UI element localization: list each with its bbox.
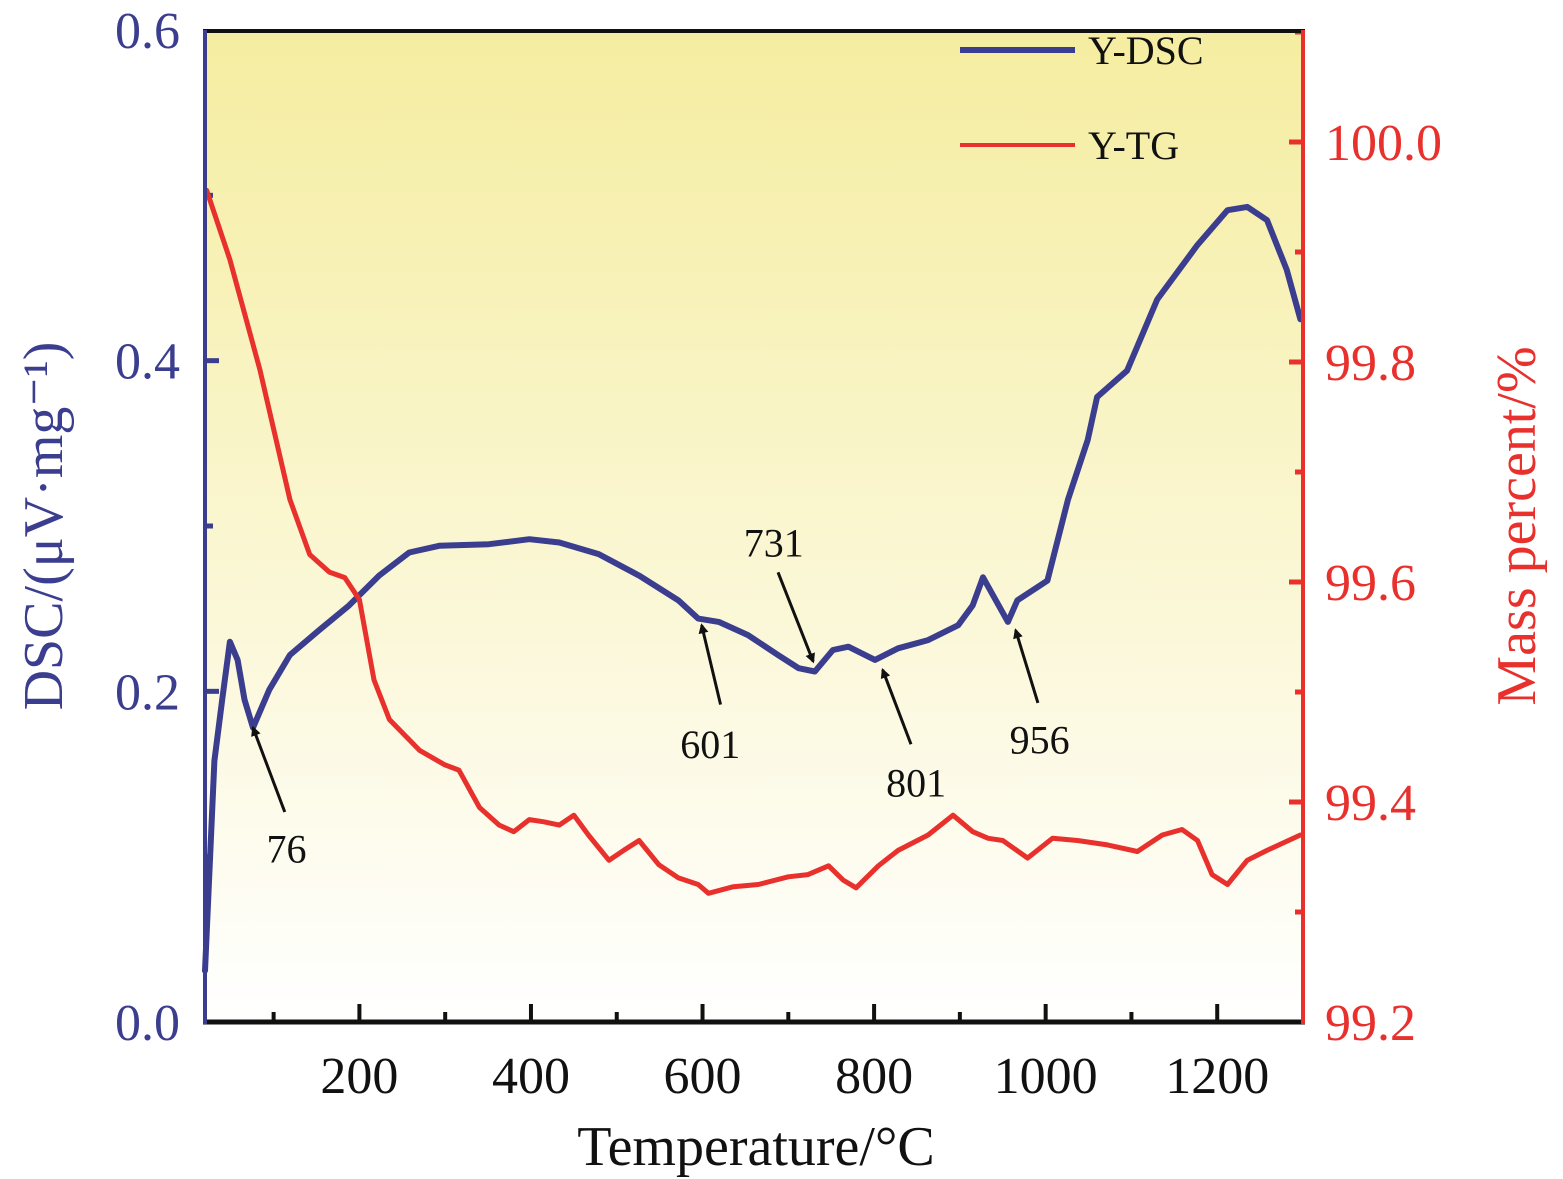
annotation-label: 956 <box>1010 717 1070 762</box>
left-y-axis-title: DSC/(μV·mg⁻¹) <box>13 342 75 711</box>
x-tick-label: 400 <box>492 1048 570 1105</box>
annotation-label: 601 <box>680 722 740 767</box>
legend-label-tg: Y-TG <box>1088 123 1179 168</box>
annotations-group: 76 601 731 801 956 <box>251 521 1070 871</box>
annotation-arrow <box>776 571 815 664</box>
left-y-tick-label: 0.4 <box>115 334 180 391</box>
left-y-tick-label: 0.2 <box>115 664 180 721</box>
tg-curve <box>204 187 1303 896</box>
left-y-tick-label: 0.6 <box>115 3 180 60</box>
right-y-axis-title: Mass percent/% <box>1486 346 1548 705</box>
annotation-label: 731 <box>744 521 804 566</box>
right-y-tick-label: 100.0 <box>1325 115 1442 172</box>
x-tick-label: 800 <box>835 1048 913 1105</box>
series-group <box>202 187 1304 974</box>
annotation-arrow <box>251 725 287 813</box>
annotation-arrow <box>880 667 913 745</box>
legend: Y-DSC Y-TG <box>960 28 1204 168</box>
left-y-tick-label: 0.0 <box>115 995 180 1052</box>
annotation-label: 801 <box>886 760 946 805</box>
right-y-tick-label: 99.8 <box>1325 335 1416 392</box>
x-tick-label: 1200 <box>1165 1048 1269 1105</box>
x-tick-label: 600 <box>664 1048 742 1105</box>
tick-labels: 200 400 600 800 1000 1200 0.0 0.2 0.4 0.6 99.2 99.4… <box>115 3 1442 1105</box>
annotation-arrow <box>698 623 723 705</box>
annotation-arrow <box>1013 628 1040 704</box>
x-tick-label: 1000 <box>994 1048 1098 1105</box>
x-axis-title: Temperature/°C <box>577 1116 934 1178</box>
dsc-curve <box>202 203 1304 974</box>
x-tick-label: 200 <box>320 1048 398 1105</box>
right-y-tick-label: 99.2 <box>1325 995 1416 1052</box>
annotation-label: 76 <box>266 826 306 871</box>
right-y-tick-label: 99.4 <box>1325 775 1416 832</box>
plot-background <box>205 30 1303 1022</box>
right-y-tick-label: 99.6 <box>1325 555 1416 612</box>
legend-label-dsc: Y-DSC <box>1088 28 1204 73</box>
